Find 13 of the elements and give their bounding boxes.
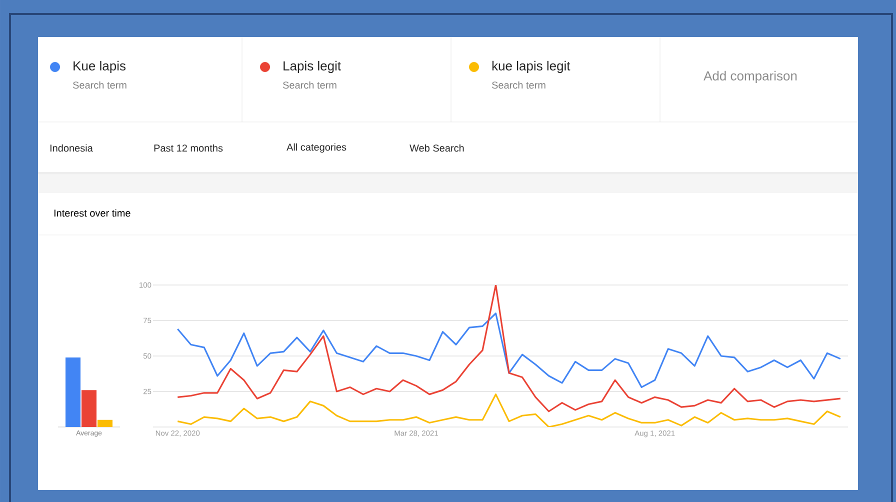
text: All categories: [286, 143, 346, 153]
text: Search term: [73, 81, 126, 89]
text: Web Search: [410, 144, 464, 152]
text: Search term: [282, 81, 336, 89]
line-series: [176, 312, 842, 388]
legend-label: kue lapis legit: [492, 60, 570, 74]
legend-label: Kue lapis: [74, 60, 126, 74]
text: Add comparison: [704, 70, 797, 84]
chart-title: Interest over time: [54, 209, 130, 217]
text: Search term: [492, 81, 546, 89]
text: Indonesia: [50, 144, 93, 152]
legend-label: Lapis legit: [284, 60, 341, 74]
text: Past 12 months: [154, 144, 223, 152]
